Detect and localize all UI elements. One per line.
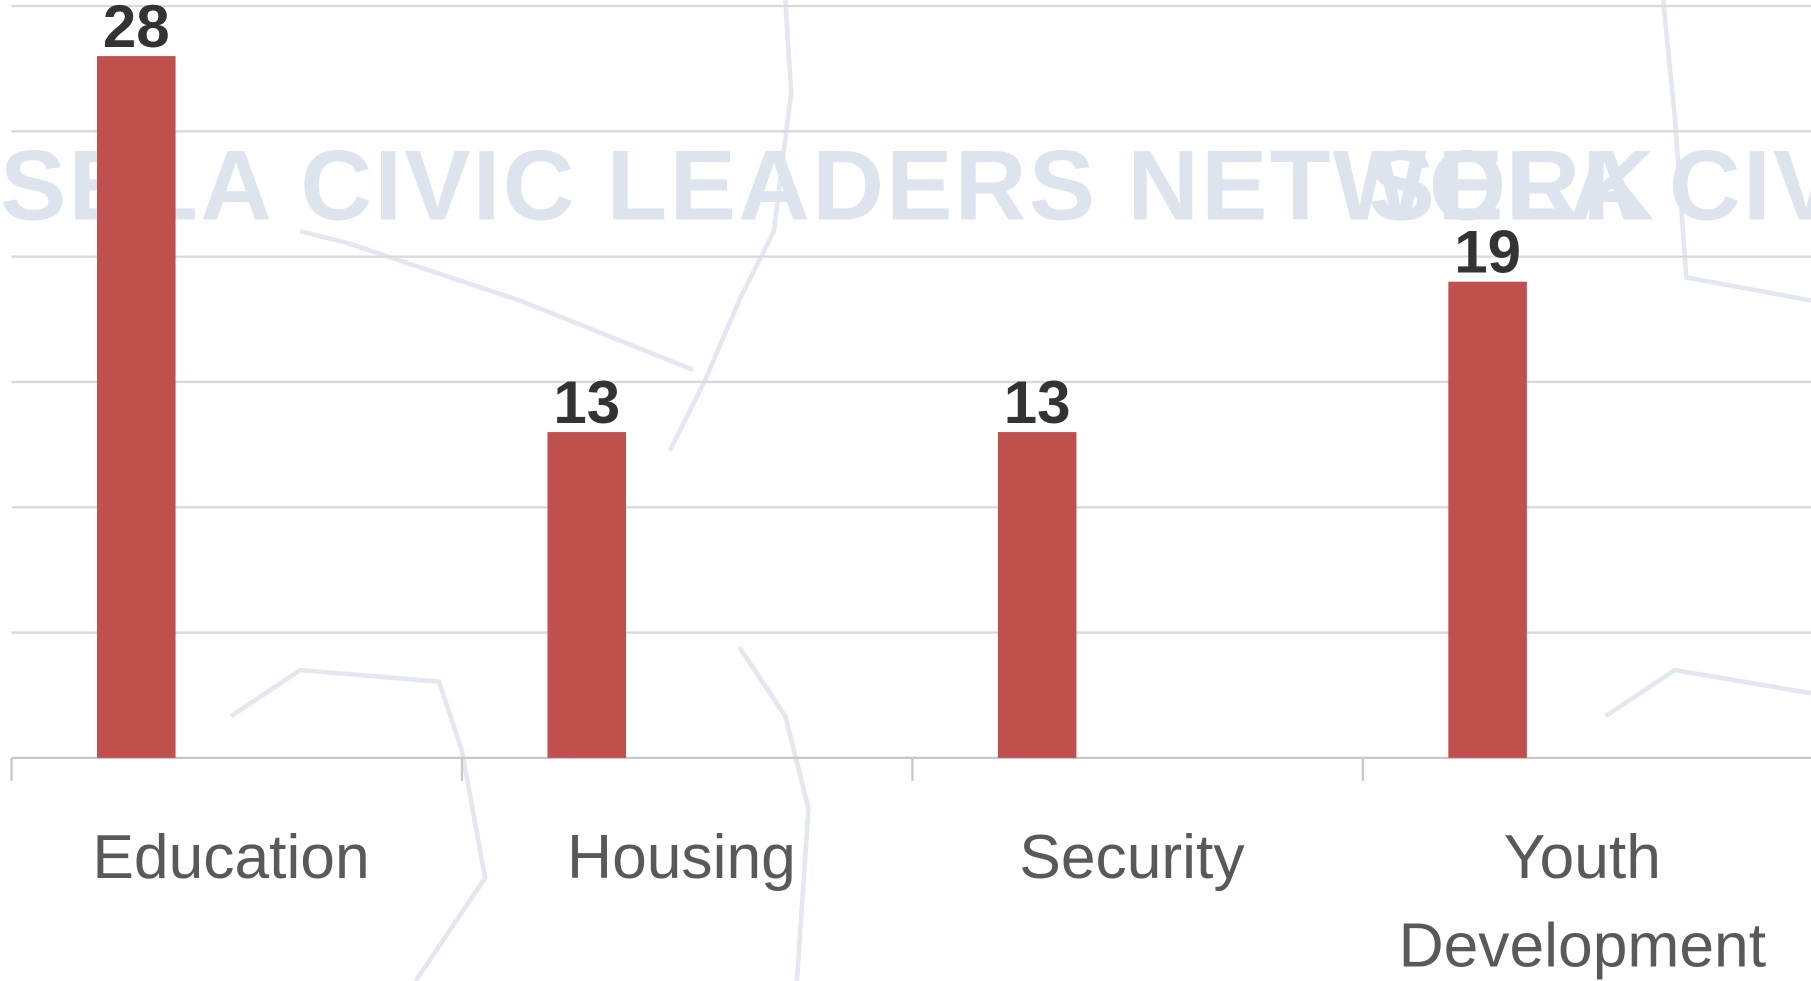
x-tick-label: Housing — [567, 823, 796, 892]
data-label: 19 — [1454, 218, 1521, 285]
x-tick-label: Youth Development — [1399, 823, 1766, 981]
watermark: SELA CIVIC LEADERS NETWORK — [1369, 131, 1811, 242]
x-tick-label: Security — [1019, 823, 1245, 892]
data-label: 28 — [103, 0, 170, 60]
bar — [1448, 281, 1527, 758]
background-map — [229, 0, 1811, 981]
x-tick-label: Education — [92, 823, 369, 892]
watermark: SELA CIVIC LEADERS NETWORK — [0, 131, 1656, 242]
bar — [97, 56, 176, 758]
data-label: 13 — [1004, 369, 1071, 436]
bar — [997, 432, 1077, 758]
bar — [547, 432, 626, 758]
data-label: 13 — [553, 369, 620, 436]
